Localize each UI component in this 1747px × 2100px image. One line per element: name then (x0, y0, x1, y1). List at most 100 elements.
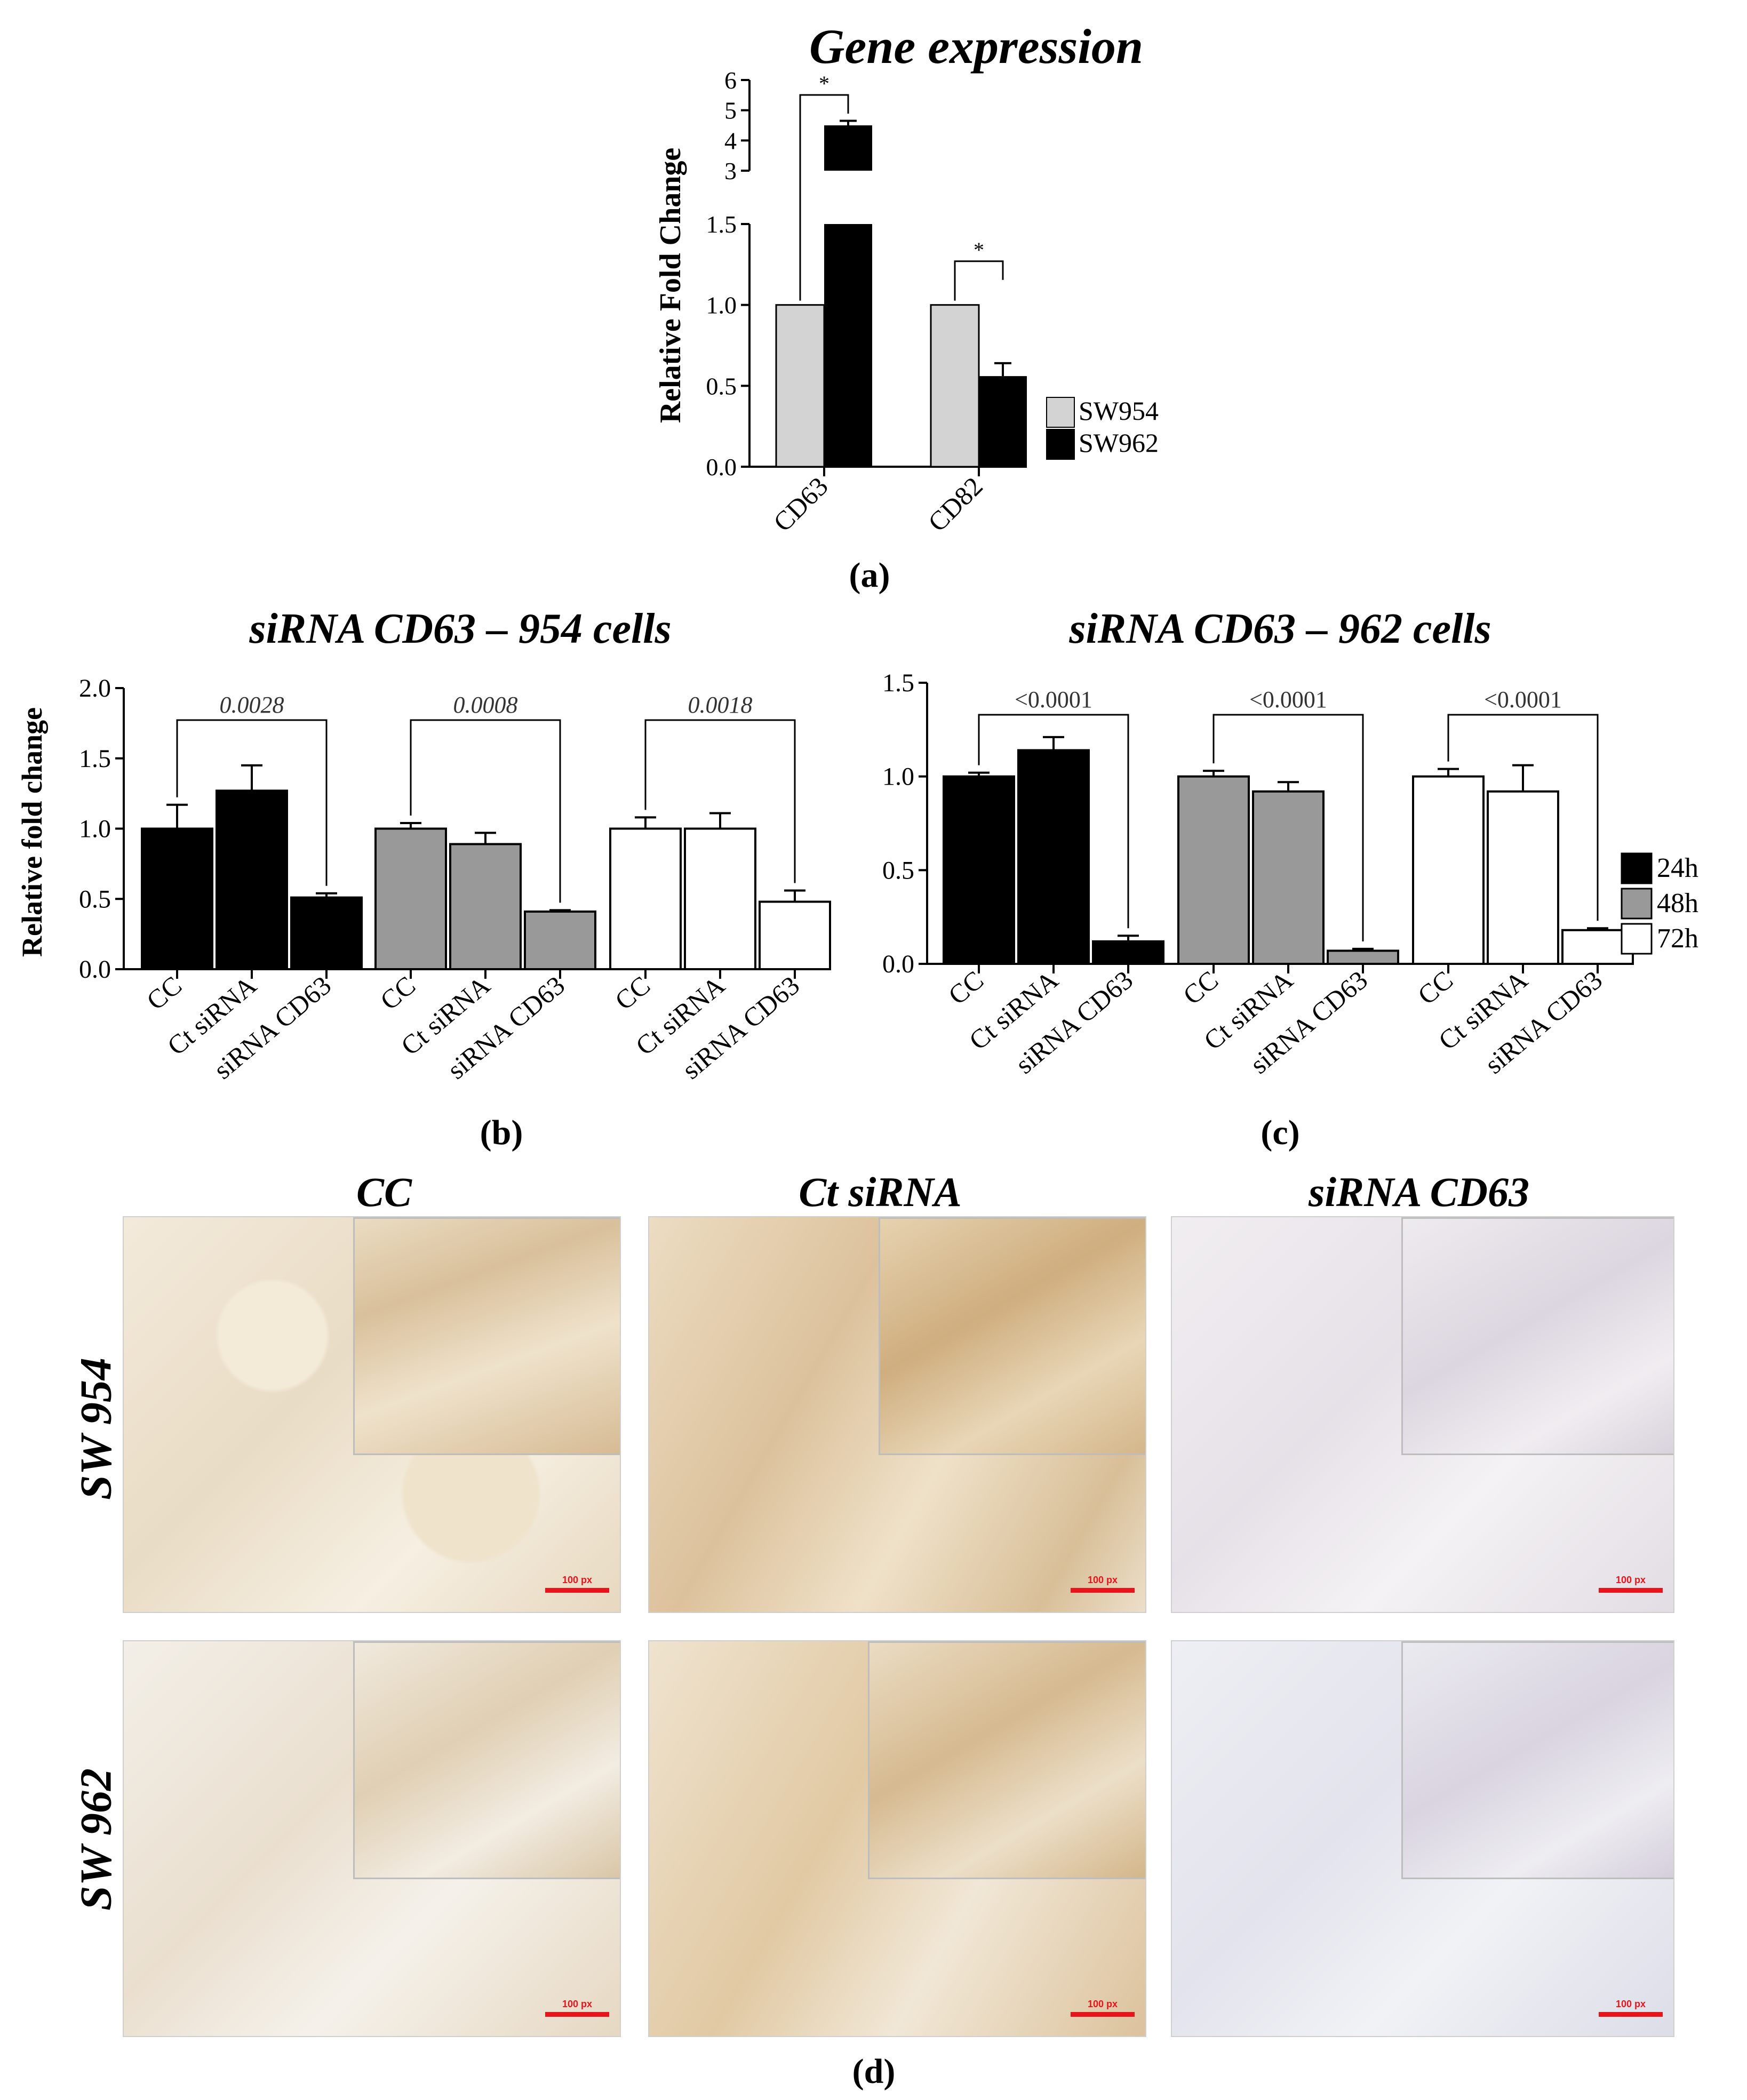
chart-b-pvalue-label: 0.0018 (688, 692, 753, 718)
chart-a-ytick-label: 1.0 (706, 292, 737, 319)
chart-c-ytick-label: 1.5 (882, 669, 914, 697)
chart-b-ytick-label: 1.0 (79, 815, 111, 843)
chart-c-ytick-label: 1.0 (882, 763, 914, 791)
scale-bar-label: 100 px (1087, 1999, 1118, 2009)
chart-b-bar-48h (524, 910, 596, 970)
micrograph-sw962-ct-sirna: 100 px (648, 1640, 1146, 2037)
scale-bar: 100 px (1071, 1999, 1135, 2017)
chart-c-pvalue-bracket (978, 714, 1129, 929)
chart-b-bar-48h (449, 843, 522, 970)
micro-col-title-ct-sirna: Ct siRNA (799, 1169, 962, 1215)
scale-bar: 100 px (1599, 1999, 1663, 2017)
micrograph-sw954-sirna-cd63-inset (1401, 1217, 1673, 1455)
chart-b-bar-24h (290, 896, 363, 970)
scale-bar-label: 100 px (1615, 1999, 1646, 2009)
chart-a-ytick-label: 1.5 (706, 211, 737, 238)
chart-c-bar-48h (1327, 949, 1399, 965)
chart-a-ytick-label: 3 (724, 157, 737, 185)
chart-c-legend-swatch (1621, 852, 1653, 884)
chart-c-pvalue-bracket (1447, 714, 1599, 921)
chart-a-significance-bracket (799, 94, 849, 301)
chart-c-title: siRNA CD63 – 962 cells (1068, 605, 1491, 652)
chart-c-legend-label: 48h (1657, 888, 1698, 919)
chart-b: siRNA CD63 – 954 cells Relative fold cha… (16, 605, 831, 1152)
chart-b-ylabel: Relative fold change (16, 707, 48, 957)
chart-a-ylabel: Relative Fold Change (654, 148, 687, 423)
chart-a-title: Gene expression (809, 19, 1143, 74)
chart-c-bar-72h (1412, 775, 1485, 965)
chart-a-legend-swatch (1046, 429, 1075, 460)
chart-c-bar-72h (1487, 790, 1559, 965)
scale-bar-label: 100 px (1087, 1575, 1118, 1585)
micrograph-sw954-ct-sirna-inset (879, 1217, 1145, 1455)
micrograph-sw954-ct-sirna: 100 px (648, 1216, 1146, 1613)
scale-bar-label: 100 px (1615, 1575, 1646, 1585)
micrograph-sw954-sirna-cd63: 100 px (1171, 1216, 1674, 1613)
micrograph-sw962-sirna-cd63: 100 px (1171, 1640, 1674, 2037)
chart-a-bar-sw962 (979, 376, 1027, 467)
chart-b-bar-48h (374, 827, 447, 970)
chart-a-ytick-label: 0.0 (706, 453, 737, 481)
chart-b-bar-72h (609, 827, 682, 970)
chart-b-pvalue-label: 0.0028 (220, 692, 284, 718)
chart-b-ytick-label: 2.0 (79, 674, 111, 702)
micro-col-title-sirna-cd63: siRNA CD63 (1309, 1169, 1529, 1215)
chart-c-legend-label: 72h (1657, 923, 1698, 954)
chart-c-bar-48h (1252, 790, 1325, 965)
chart-c-ytick-label: 0.0 (882, 950, 914, 978)
chart-a-ytick-label: 6 (724, 67, 737, 94)
chart-b-bar-72h (759, 900, 831, 971)
micrograph-sw962-cc-inset (353, 1641, 620, 1879)
chart-b-pvalue-bracket (176, 719, 328, 886)
chart-c-xtick-label: CC (1177, 965, 1224, 1011)
chart-c-ytick-label: 0.5 (882, 856, 914, 884)
chart-b-xtick-label: CC (141, 970, 187, 1016)
chart-b-pvalue-label: 0.0008 (453, 692, 518, 718)
chart-a: Gene expression Relative Fold Change (a)… (654, 19, 1159, 595)
chart-a-significance-label: * (819, 71, 829, 95)
chart-b-xtick-label: CC (609, 970, 656, 1016)
chart-c: siRNA CD63 – 962 cells (c) 0.0 0.5 1.0 1.5 C… (882, 605, 1698, 1152)
chart-b-pvalue-bracket (644, 719, 796, 883)
chart-a-panel-label: (a) (849, 556, 890, 595)
chart-a-bar-sw962-upper (824, 125, 872, 171)
chart-c-legend-swatch (1621, 888, 1653, 920)
chart-a-significance-label: * (974, 238, 984, 262)
chart-d-panel-label: (d) (852, 2052, 896, 2091)
chart-a-bar-sw954 (930, 304, 980, 468)
chart-b-ytick-label: 0.0 (79, 955, 111, 984)
chart-b-xtick-label: CC (374, 970, 421, 1016)
scale-bar: 100 px (1599, 1575, 1663, 1593)
micro-row-title-sw962: SW 962 (71, 1768, 121, 1911)
micrograph-sw962-ct-sirna-inset (868, 1641, 1145, 1879)
chart-a-legend-label: SW962 (1079, 428, 1159, 458)
chart-a-bar-sw954 (775, 304, 825, 468)
chart-c-bar-48h (1177, 775, 1250, 965)
chart-c-xtick-label: CC (943, 965, 989, 1011)
chart-a-bar-sw962 (824, 224, 872, 467)
chart-a-ytick-label: 5 (724, 97, 737, 124)
micrograph-sw962-sirna-cd63-inset (1401, 1641, 1673, 1879)
micrograph-sw962-cc: 100 px (123, 1640, 621, 2037)
scale-bar-label: 100 px (562, 1999, 593, 2009)
scale-bar: 100 px (545, 1575, 609, 1593)
chart-b-bar-24h (216, 789, 288, 970)
chart-c-legend-label: 24h (1657, 853, 1698, 883)
chart-b-title: siRNA CD63 – 954 cells (249, 605, 671, 652)
micrograph-sw954-cc-inset (353, 1217, 620, 1455)
chart-c-bar-24h (1092, 940, 1164, 965)
micro-col-title-cc: CC (356, 1169, 412, 1215)
chart-c-pvalue-label: <0.0001 (1249, 686, 1327, 713)
chart-c-xtick-label: CC (1412, 965, 1458, 1011)
chart-a-legend-label: SW954 (1079, 396, 1159, 426)
chart-b-pvalue-bracket (410, 719, 561, 903)
chart-b-bar-24h (141, 827, 213, 970)
chart-c-pvalue-bracket (1212, 714, 1364, 941)
scale-bar: 100 px (545, 1999, 609, 2017)
micrograph-sw954-cc: 100 px (123, 1216, 621, 1613)
chart-b-ytick-label: 0.5 (79, 885, 111, 913)
chart-c-pvalue-label: <0.0001 (1015, 686, 1092, 713)
chart-a-xtick-label: CD63 (768, 471, 834, 537)
chart-c-bar-24h (943, 775, 1015, 965)
